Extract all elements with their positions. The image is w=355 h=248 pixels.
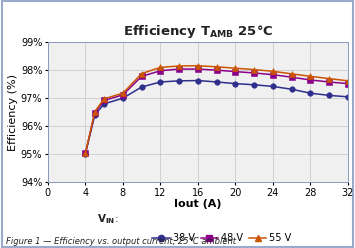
Y-axis label: Efficiency (%): Efficiency (%): [8, 74, 18, 151]
Legend: 38 V, 48 V, 55 V: 38 V, 48 V, 55 V: [148, 229, 295, 247]
X-axis label: Iout (A): Iout (A): [174, 199, 222, 209]
Text: Figure 1 — Efficiency vs. output current, 25°C ambient: Figure 1 — Efficiency vs. output current…: [6, 237, 236, 246]
Title: Efficiency $\mathbf{T_{AMB}}$ 25°C: Efficiency $\mathbf{T_{AMB}}$ 25°C: [123, 23, 273, 40]
Text: $\mathbf{V_{IN}}$:: $\mathbf{V_{IN}}$:: [98, 213, 119, 226]
